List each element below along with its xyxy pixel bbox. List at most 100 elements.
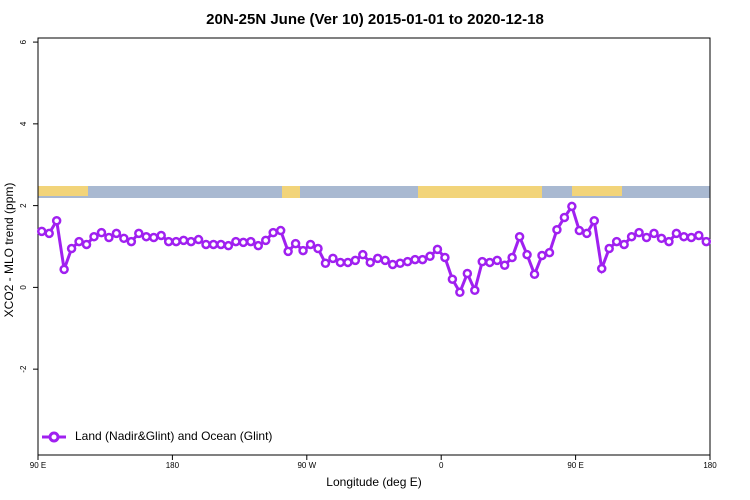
point (328, 253, 338, 264)
point (395, 258, 405, 269)
point (664, 236, 674, 247)
y-tick-label: -2 (19, 365, 28, 373)
point (596, 263, 607, 274)
point (201, 239, 211, 250)
point (96, 227, 107, 238)
point (589, 215, 600, 226)
point (499, 260, 510, 271)
point (567, 201, 577, 212)
point (492, 255, 502, 266)
point (193, 234, 204, 245)
point (59, 264, 69, 275)
point (410, 254, 420, 265)
point (432, 244, 443, 255)
point (462, 268, 473, 279)
x-tick-label: 90 E (30, 461, 46, 470)
point (619, 239, 629, 250)
point (81, 239, 92, 250)
point (89, 231, 99, 242)
point (290, 238, 301, 249)
point (649, 228, 659, 239)
point (402, 256, 413, 267)
y-axis-label: XCO2 - MLO trend (ppm) (2, 183, 16, 318)
point (529, 269, 540, 280)
point (171, 236, 181, 247)
y-tick-label: 4 (19, 121, 28, 126)
point (186, 236, 196, 247)
point (425, 251, 435, 262)
point (574, 225, 585, 236)
point (507, 252, 517, 263)
point (544, 247, 555, 258)
point (417, 254, 428, 265)
point (231, 236, 241, 247)
point (74, 236, 84, 247)
map-strip (38, 186, 710, 198)
point (604, 243, 614, 254)
x-tick-label: 180 (703, 461, 717, 470)
point (178, 235, 189, 246)
point (372, 253, 383, 264)
point (350, 255, 361, 266)
point (522, 249, 532, 260)
point (455, 287, 465, 298)
point (634, 227, 644, 238)
x-tick-label: 90 E (567, 461, 583, 470)
point (387, 259, 398, 270)
point (260, 235, 271, 246)
point (343, 257, 353, 268)
point (701, 236, 712, 247)
chart-title: 20N-25N June (Ver 10) 2015-01-01 to 2020… (206, 11, 544, 28)
point (111, 228, 122, 239)
point (484, 257, 495, 268)
point (223, 240, 234, 251)
y-tick-label: 0 (19, 285, 28, 290)
point (238, 237, 249, 248)
point (275, 225, 286, 236)
point (268, 227, 278, 238)
point (36, 226, 47, 237)
point (514, 231, 525, 242)
point (119, 233, 129, 244)
point (358, 249, 368, 260)
point (671, 228, 682, 239)
point (283, 246, 293, 257)
point (208, 239, 219, 250)
point (335, 257, 346, 268)
point (679, 231, 689, 242)
point (313, 243, 323, 254)
point (380, 255, 390, 266)
point (253, 240, 264, 251)
point (104, 232, 114, 243)
x-tick-label: 90 W (297, 461, 316, 470)
point (552, 224, 562, 235)
point (126, 236, 137, 247)
y-tick-label: 6 (19, 39, 28, 44)
x-tick-label: 0 (439, 461, 444, 470)
point (477, 256, 488, 267)
point (582, 228, 592, 239)
point (141, 231, 152, 242)
point (66, 243, 77, 254)
point (44, 228, 54, 239)
point (656, 233, 667, 244)
legend-label: Land (Nadir&Glint) and Ocean (Glint) (75, 429, 272, 443)
plot-frame (37, 37, 711, 456)
point (365, 257, 376, 268)
point (216, 239, 226, 250)
point (470, 285, 480, 295)
legend-marker (48, 431, 60, 443)
point (611, 236, 622, 247)
point (320, 258, 331, 269)
point (694, 230, 704, 241)
point (641, 232, 652, 243)
point (626, 231, 637, 242)
point (537, 250, 547, 261)
point (305, 239, 316, 250)
point (51, 215, 62, 226)
point (440, 252, 450, 263)
x-tick-label: 180 (166, 461, 180, 470)
point (163, 236, 174, 247)
point (686, 232, 697, 243)
